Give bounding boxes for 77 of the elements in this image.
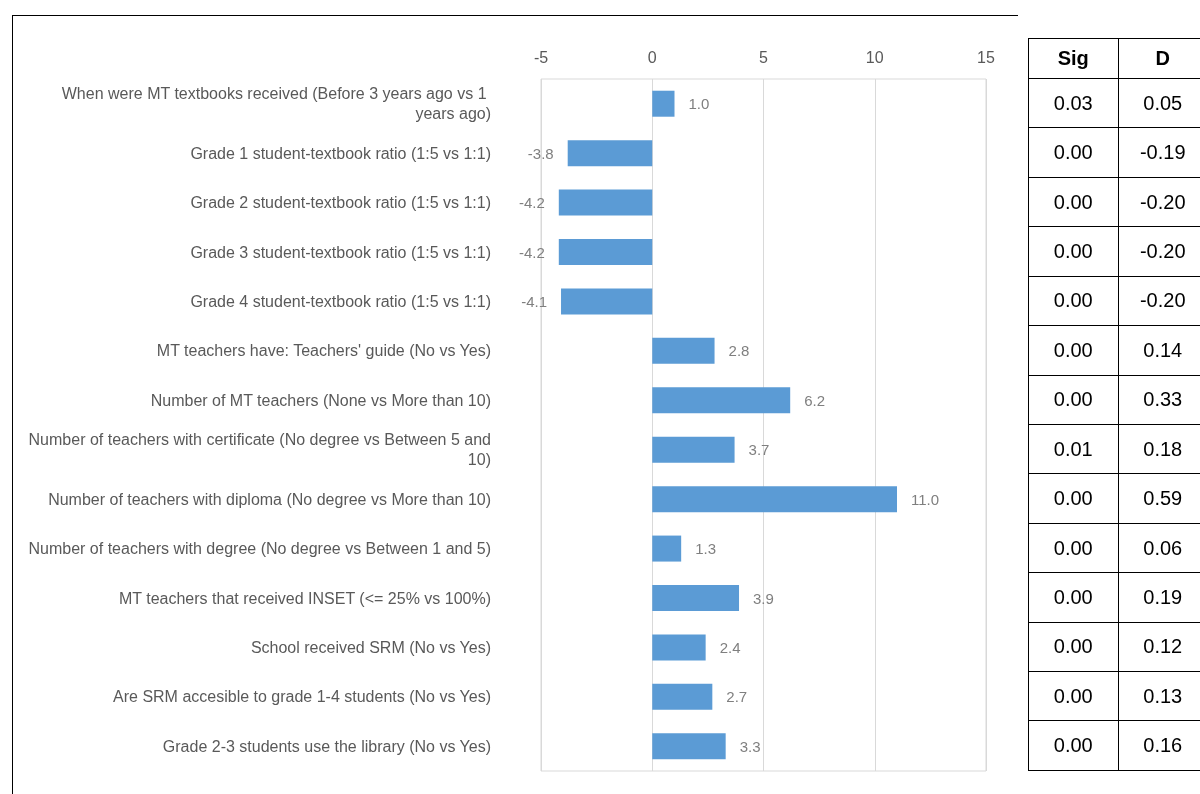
y-tick-label: Are SRM accesible to grade 1-4 students (No vs Yes) (113, 688, 491, 706)
y-tick-label: When were MT textbooks received (Before 3 years ago vs 1 years ago) (61, 85, 491, 123)
data-label: 2.4 (719, 638, 741, 656)
text: 0.13 (1118, 671, 1200, 721)
bar (652, 535, 682, 562)
data-label: -4.2 (518, 243, 545, 261)
text: 0.00 (1028, 325, 1118, 376)
y-tick-label: Grade 1 student-textbook ratio (1:5 vs 1:1) (190, 144, 491, 162)
data-label: 3.3 (739, 737, 761, 755)
bar (561, 288, 653, 315)
data-label: 2.7 (726, 688, 748, 706)
text: 0.12 (1118, 622, 1200, 672)
x-tick-label: -5 (533, 48, 549, 66)
bar (652, 683, 713, 710)
bar (652, 634, 706, 661)
y-tick-label: Number of teachers with certificate (No degree vs Between 5 and 10) (28, 431, 491, 469)
bar (567, 140, 653, 167)
y-tick-label: Number of teachers with degree (No degree vs Between 1 and 5) (28, 540, 491, 558)
text: -0.20 (1118, 226, 1200, 277)
text: 0.00 (1028, 572, 1118, 623)
text: -0.19 (1118, 127, 1200, 178)
text: -0.20 (1118, 177, 1200, 227)
y-tick-label: MT teachers have: Teachers' guide (No vs Yes) (156, 342, 491, 360)
text: 0.00 (1028, 226, 1118, 277)
y-tick-label: Grade 4 student-textbook ratio (1:5 vs 1:1) (190, 292, 491, 310)
text: 0.00 (1028, 473, 1118, 524)
data-label: -4.2 (518, 194, 545, 212)
text: 0.06 (1118, 523, 1200, 573)
data-label: 3.7 (748, 441, 770, 459)
text: D (1118, 38, 1200, 79)
text: 0.00 (1028, 622, 1118, 672)
data-label: 11.0 (911, 490, 940, 508)
text: 0.03 (1028, 78, 1118, 128)
text: 0.05 (1118, 78, 1200, 128)
text: 0.33 (1118, 375, 1200, 425)
data-label: 3.9 (753, 589, 774, 607)
text: 0.00 (1028, 720, 1118, 771)
text: 0.00 (1028, 127, 1118, 178)
text: 0.18 (1118, 424, 1200, 474)
bar (558, 239, 653, 265)
data-label: -4.1 (521, 292, 548, 310)
text: 0.00 (1028, 177, 1118, 227)
bar (652, 585, 740, 611)
bar (652, 436, 735, 463)
bar (652, 337, 715, 364)
y-tick-label: Number of teachers with diploma (No degree vs More than 10) (48, 490, 491, 508)
text: 0.01 (1028, 424, 1118, 474)
text: 0.00 (1028, 523, 1118, 573)
y-tick-label: Number of MT teachers (None vs More than 10) (150, 391, 491, 409)
y-tick-label: MT teachers that received INSET (<= 25% vs 100%) (118, 589, 491, 607)
text: 0.59 (1118, 473, 1200, 524)
y-tick-label: School received SRM (No vs Yes) (250, 638, 491, 656)
x-tick-label: 15 (977, 48, 995, 66)
x-tick-label: 0 (647, 48, 657, 66)
text: 0.16 (1118, 720, 1200, 771)
text: 0.00 (1028, 671, 1118, 721)
text: -0.20 (1118, 276, 1200, 326)
data-label: 1.0 (688, 95, 710, 113)
data-label: 6.2 (804, 391, 826, 409)
data-label: 2.8 (728, 342, 750, 360)
text: 0.14 (1118, 325, 1200, 376)
x-tick-label: 5 (759, 48, 769, 66)
text: 0.19 (1118, 572, 1200, 623)
bar (558, 189, 653, 216)
data-label: -3.8 (527, 144, 554, 162)
y-tick-label: Grade 2 student-textbook ratio (1:5 vs 1:1) (190, 194, 491, 212)
text: Sig (1028, 38, 1118, 79)
bar (652, 486, 897, 513)
text: 0.00 (1028, 375, 1118, 425)
bar (652, 387, 791, 414)
bar (652, 733, 726, 760)
text: 0.00 (1028, 276, 1118, 326)
data-label: 1.3 (695, 540, 717, 558)
bar (652, 90, 675, 117)
y-tick-label: Grade 3 student-textbook ratio (1:5 vs 1:1) (190, 243, 491, 261)
x-tick-label: 10 (865, 48, 884, 66)
y-tick-label: Grade 2-3 students use the library (No vs Yes) (162, 737, 491, 755)
